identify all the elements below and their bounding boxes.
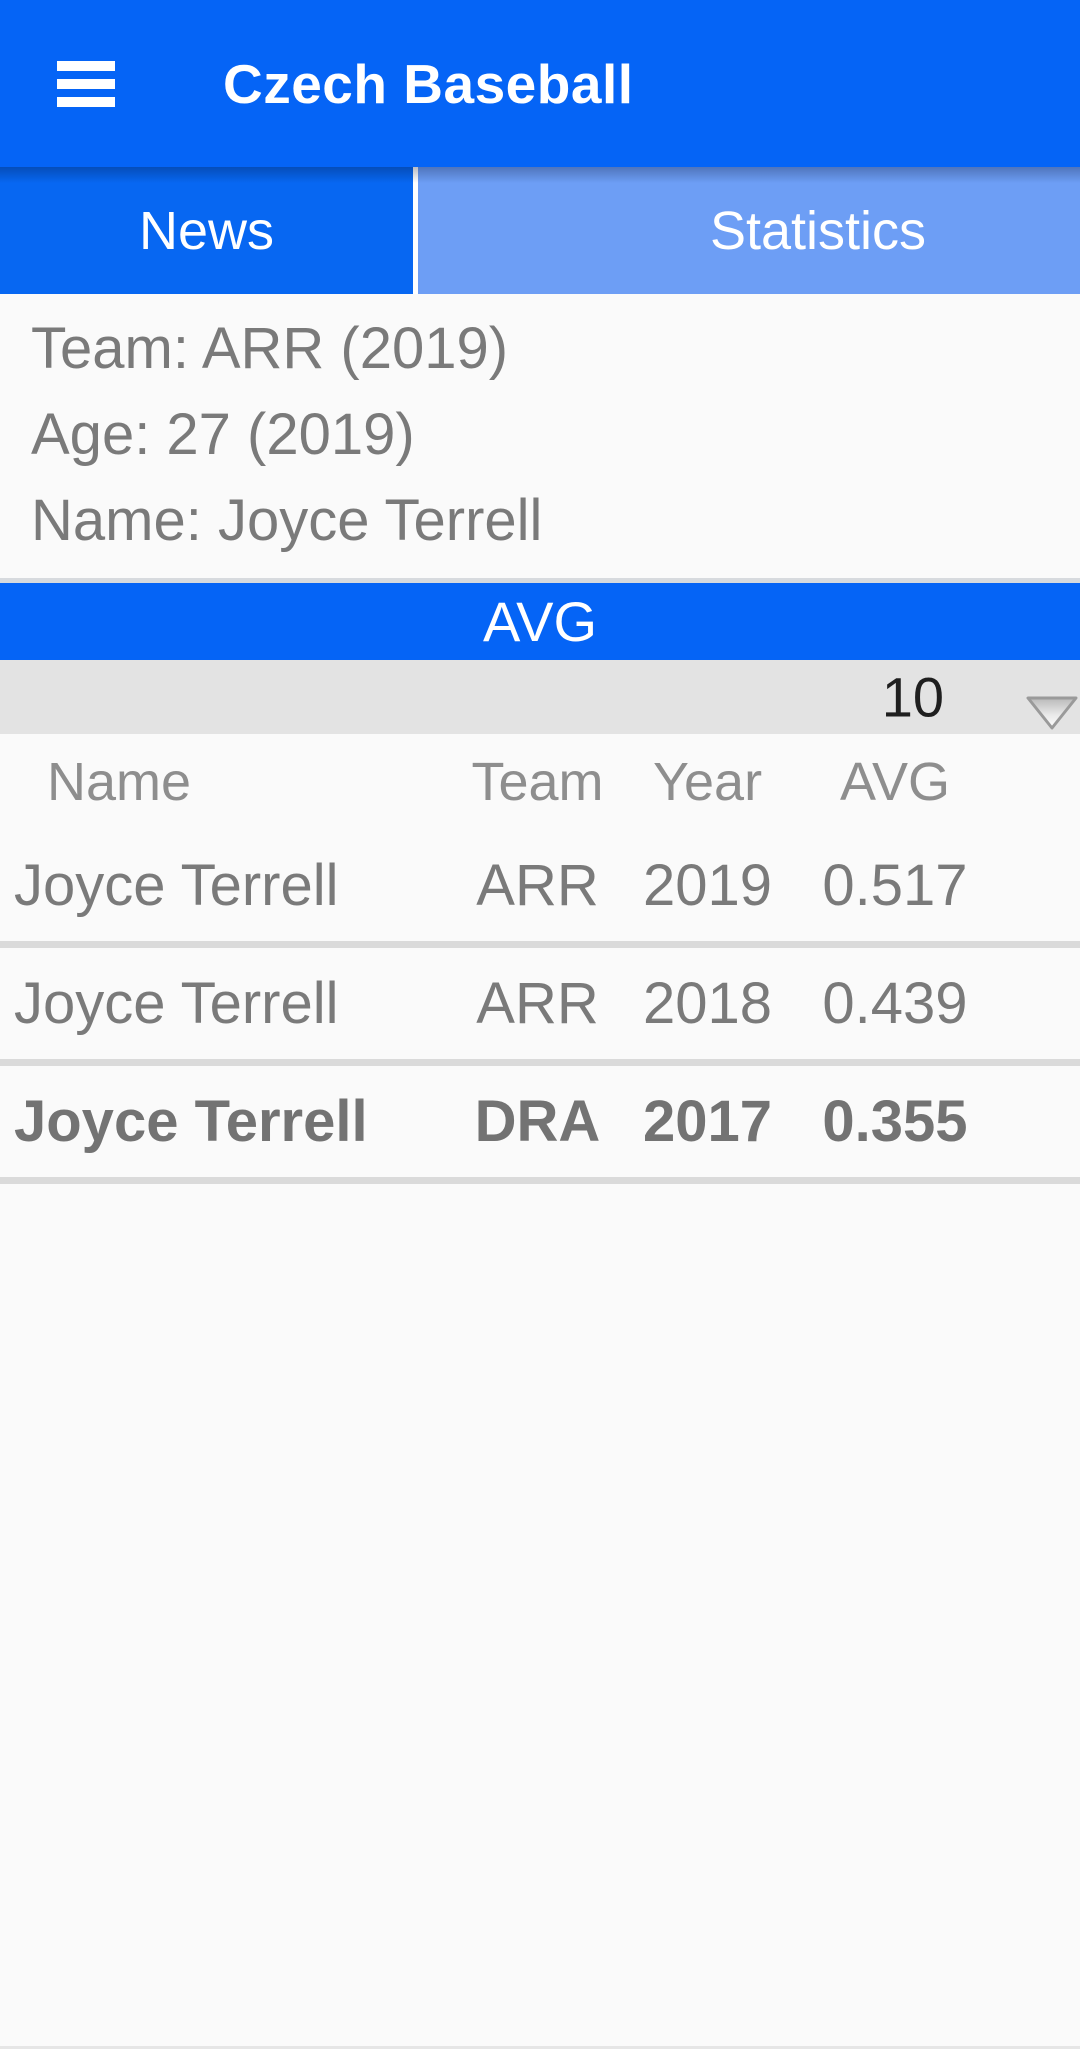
stat-category-bar[interactable]: AVG xyxy=(0,578,1080,660)
cell-year: 2018 xyxy=(642,971,773,1036)
tab-divider xyxy=(413,167,418,294)
cell-avg: 0.355 xyxy=(822,1089,968,1154)
hamburger-menu-icon[interactable] xyxy=(57,60,115,107)
tab-bar: News Statistics xyxy=(0,167,1080,294)
player-team-line: Team: ARR (2019) xyxy=(31,316,509,381)
cell-avg: 0.517 xyxy=(822,853,968,918)
player-age-line: Age: 27 (2019) xyxy=(31,402,415,467)
app-bar: Czech Baseball xyxy=(0,0,1080,167)
table-row[interactable]: Joyce Terrell ARR 2018 0.439 xyxy=(0,948,1080,1066)
cell-name: Joyce Terrell xyxy=(14,853,339,918)
stat-category-label: AVG xyxy=(482,590,598,653)
cell-team: ARR xyxy=(476,853,599,918)
header-avg[interactable]: AVG xyxy=(839,752,951,812)
cell-avg: 0.439 xyxy=(822,971,968,1036)
cell-year: 2017 xyxy=(642,1089,773,1154)
table-row[interactable]: Joyce Terrell DRA 2017 0.355 xyxy=(0,1066,1080,1184)
table-header-row: Name Team Year AVG xyxy=(0,734,1080,830)
row-count-spinner[interactable]: 10 xyxy=(0,660,1080,734)
cell-team: ARR xyxy=(476,971,599,1036)
tab-news-label: News xyxy=(138,200,275,261)
cell-name: Joyce Terrell xyxy=(14,971,339,1036)
dropdown-arrow-icon[interactable] xyxy=(1026,696,1078,730)
row-count-value: 10 xyxy=(881,665,944,729)
header-team[interactable]: Team xyxy=(471,752,604,812)
table-row[interactable]: Joyce Terrell ARR 2019 0.517 xyxy=(0,830,1080,948)
cell-name: Joyce Terrell xyxy=(14,1089,368,1154)
cell-team: DRA xyxy=(474,1089,601,1154)
tab-statistics[interactable]: Statistics xyxy=(418,167,1080,294)
player-name-line: Name: Joyce Terrell xyxy=(31,488,543,553)
cell-year: 2019 xyxy=(642,853,773,918)
tab-news[interactable]: News xyxy=(0,167,413,294)
tab-statistics-label: Statistics xyxy=(709,200,927,261)
player-info-section: Team: ARR (2019) Age: 27 (2019) Name: Jo… xyxy=(0,294,1080,562)
stats-table: Name Team Year AVG Joyce Terrell ARR 201… xyxy=(0,734,1080,1184)
header-year[interactable]: Year xyxy=(652,752,763,812)
header-name[interactable]: Name xyxy=(47,752,192,812)
app-title: Czech Baseball xyxy=(223,52,634,115)
